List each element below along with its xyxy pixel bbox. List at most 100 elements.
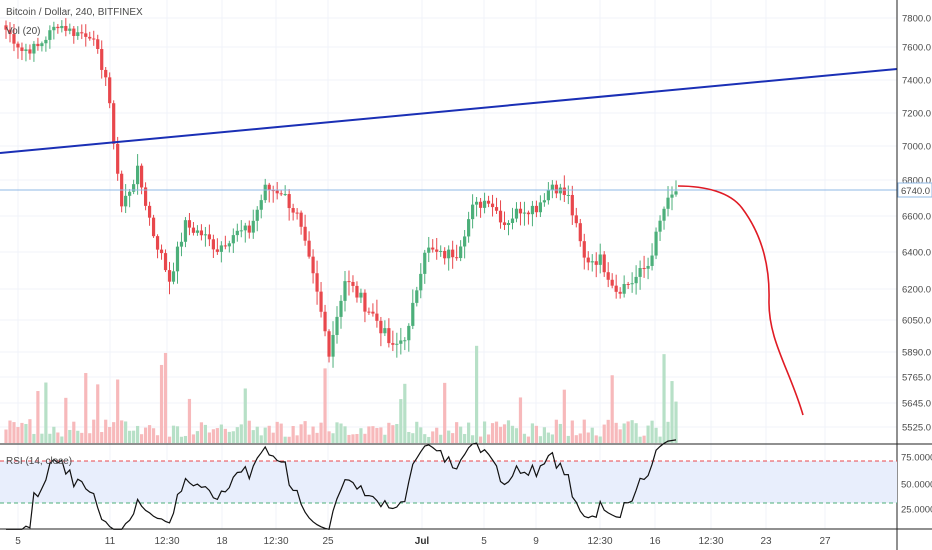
candle-body (259, 200, 263, 210)
volume-bar (626, 421, 630, 443)
volume-bar (658, 436, 662, 443)
price-tick-label: 7200.0 (902, 109, 931, 120)
candle-body (375, 313, 379, 321)
candle-body (474, 201, 479, 205)
candle-body (88, 36, 92, 39)
candle-body (36, 43, 40, 47)
volume-bar (578, 433, 582, 443)
volume-bar (411, 433, 415, 443)
candle-body (56, 26, 60, 29)
volume-bar (100, 432, 104, 443)
volume-bar (566, 435, 570, 443)
candle-body (478, 201, 483, 208)
candle-body (279, 193, 283, 195)
candle-body (311, 256, 315, 274)
volume-bar (363, 433, 367, 443)
candle-body (387, 328, 391, 344)
candle-body (626, 283, 630, 285)
price-tick-label: 6600.0 (902, 212, 931, 223)
volume-bar (594, 435, 598, 443)
volume-bar (435, 427, 439, 443)
volume-bar (586, 432, 590, 443)
volume-bar (12, 422, 16, 443)
candle-body (263, 184, 267, 201)
candle-body (32, 43, 36, 54)
candle-body (116, 143, 120, 174)
volume-legend: Vol (20) (6, 26, 40, 37)
volume-bar (335, 422, 339, 443)
candle-body (84, 33, 88, 37)
volume-bar (215, 428, 219, 443)
trendline (0, 68, 898, 154)
candle-body (287, 194, 291, 209)
volume-bar (243, 388, 247, 443)
candle-body (8, 29, 12, 35)
candle-body (136, 165, 140, 185)
current-price-label: 6740.0 (901, 186, 930, 197)
volume-bar (143, 427, 148, 443)
volume-bar (618, 429, 622, 443)
candle-body (359, 292, 363, 298)
candle-body (24, 49, 28, 51)
volume-bar (662, 354, 666, 443)
volume-bar (423, 434, 427, 443)
volume-bar (24, 424, 28, 443)
candle-body (574, 215, 578, 224)
volume-bar (32, 433, 36, 443)
candle-body (251, 220, 255, 233)
volume-bar (550, 434, 554, 443)
candle-body (530, 205, 535, 215)
time-tick-label: 9 (533, 536, 539, 547)
candle-body (590, 261, 594, 263)
candle-body (179, 241, 184, 247)
volume-bar (203, 424, 208, 443)
candle-body (235, 230, 239, 236)
volume-bar (415, 421, 419, 443)
candle-body (52, 26, 56, 31)
volume-bar (323, 368, 327, 443)
rsi-tick-label: 50.0000 (901, 480, 932, 491)
volume-bar (399, 399, 403, 443)
chart-title: Bitcoin / Dollar, 240, BITFINEX (6, 7, 143, 18)
candle-body (171, 271, 176, 282)
volume-bar (427, 436, 431, 443)
candle-body (203, 234, 208, 236)
candle-body (307, 240, 311, 257)
volume-bar (331, 433, 335, 443)
candle-body (255, 209, 259, 221)
volume-bar (20, 422, 24, 443)
candle-body (427, 247, 431, 253)
volume-bar (116, 379, 120, 443)
volume-bar (60, 436, 64, 443)
candle-body (542, 200, 546, 203)
time-tick-label: 12:30 (263, 536, 288, 547)
candle-body (319, 291, 323, 312)
volume-bar (327, 431, 331, 443)
volume-bar (56, 432, 60, 443)
volume-bar (590, 427, 594, 443)
volume-bar (84, 373, 88, 443)
candle-body (355, 285, 359, 298)
candle-body (399, 340, 403, 344)
candle-body (494, 207, 499, 211)
volume-bar (88, 433, 92, 443)
volume-bar (175, 426, 180, 443)
candle-body (506, 222, 511, 226)
volume-bar (128, 430, 132, 443)
volume-bar (546, 432, 550, 443)
volume-bar (638, 436, 642, 443)
candle-body (163, 253, 168, 271)
candle-body (622, 283, 626, 294)
volume-bar (343, 426, 347, 443)
volume-bar (104, 419, 108, 443)
volume-bar (510, 425, 515, 443)
volume-bar (136, 425, 140, 443)
volume-bar (351, 434, 355, 443)
volume-bar (291, 426, 295, 443)
time-tick-label: 5 (15, 536, 21, 547)
candle-body (566, 194, 570, 196)
volume-bar (271, 432, 275, 443)
volume-bar (16, 427, 20, 443)
volume-bar (163, 352, 168, 443)
volume-bar (526, 436, 531, 443)
